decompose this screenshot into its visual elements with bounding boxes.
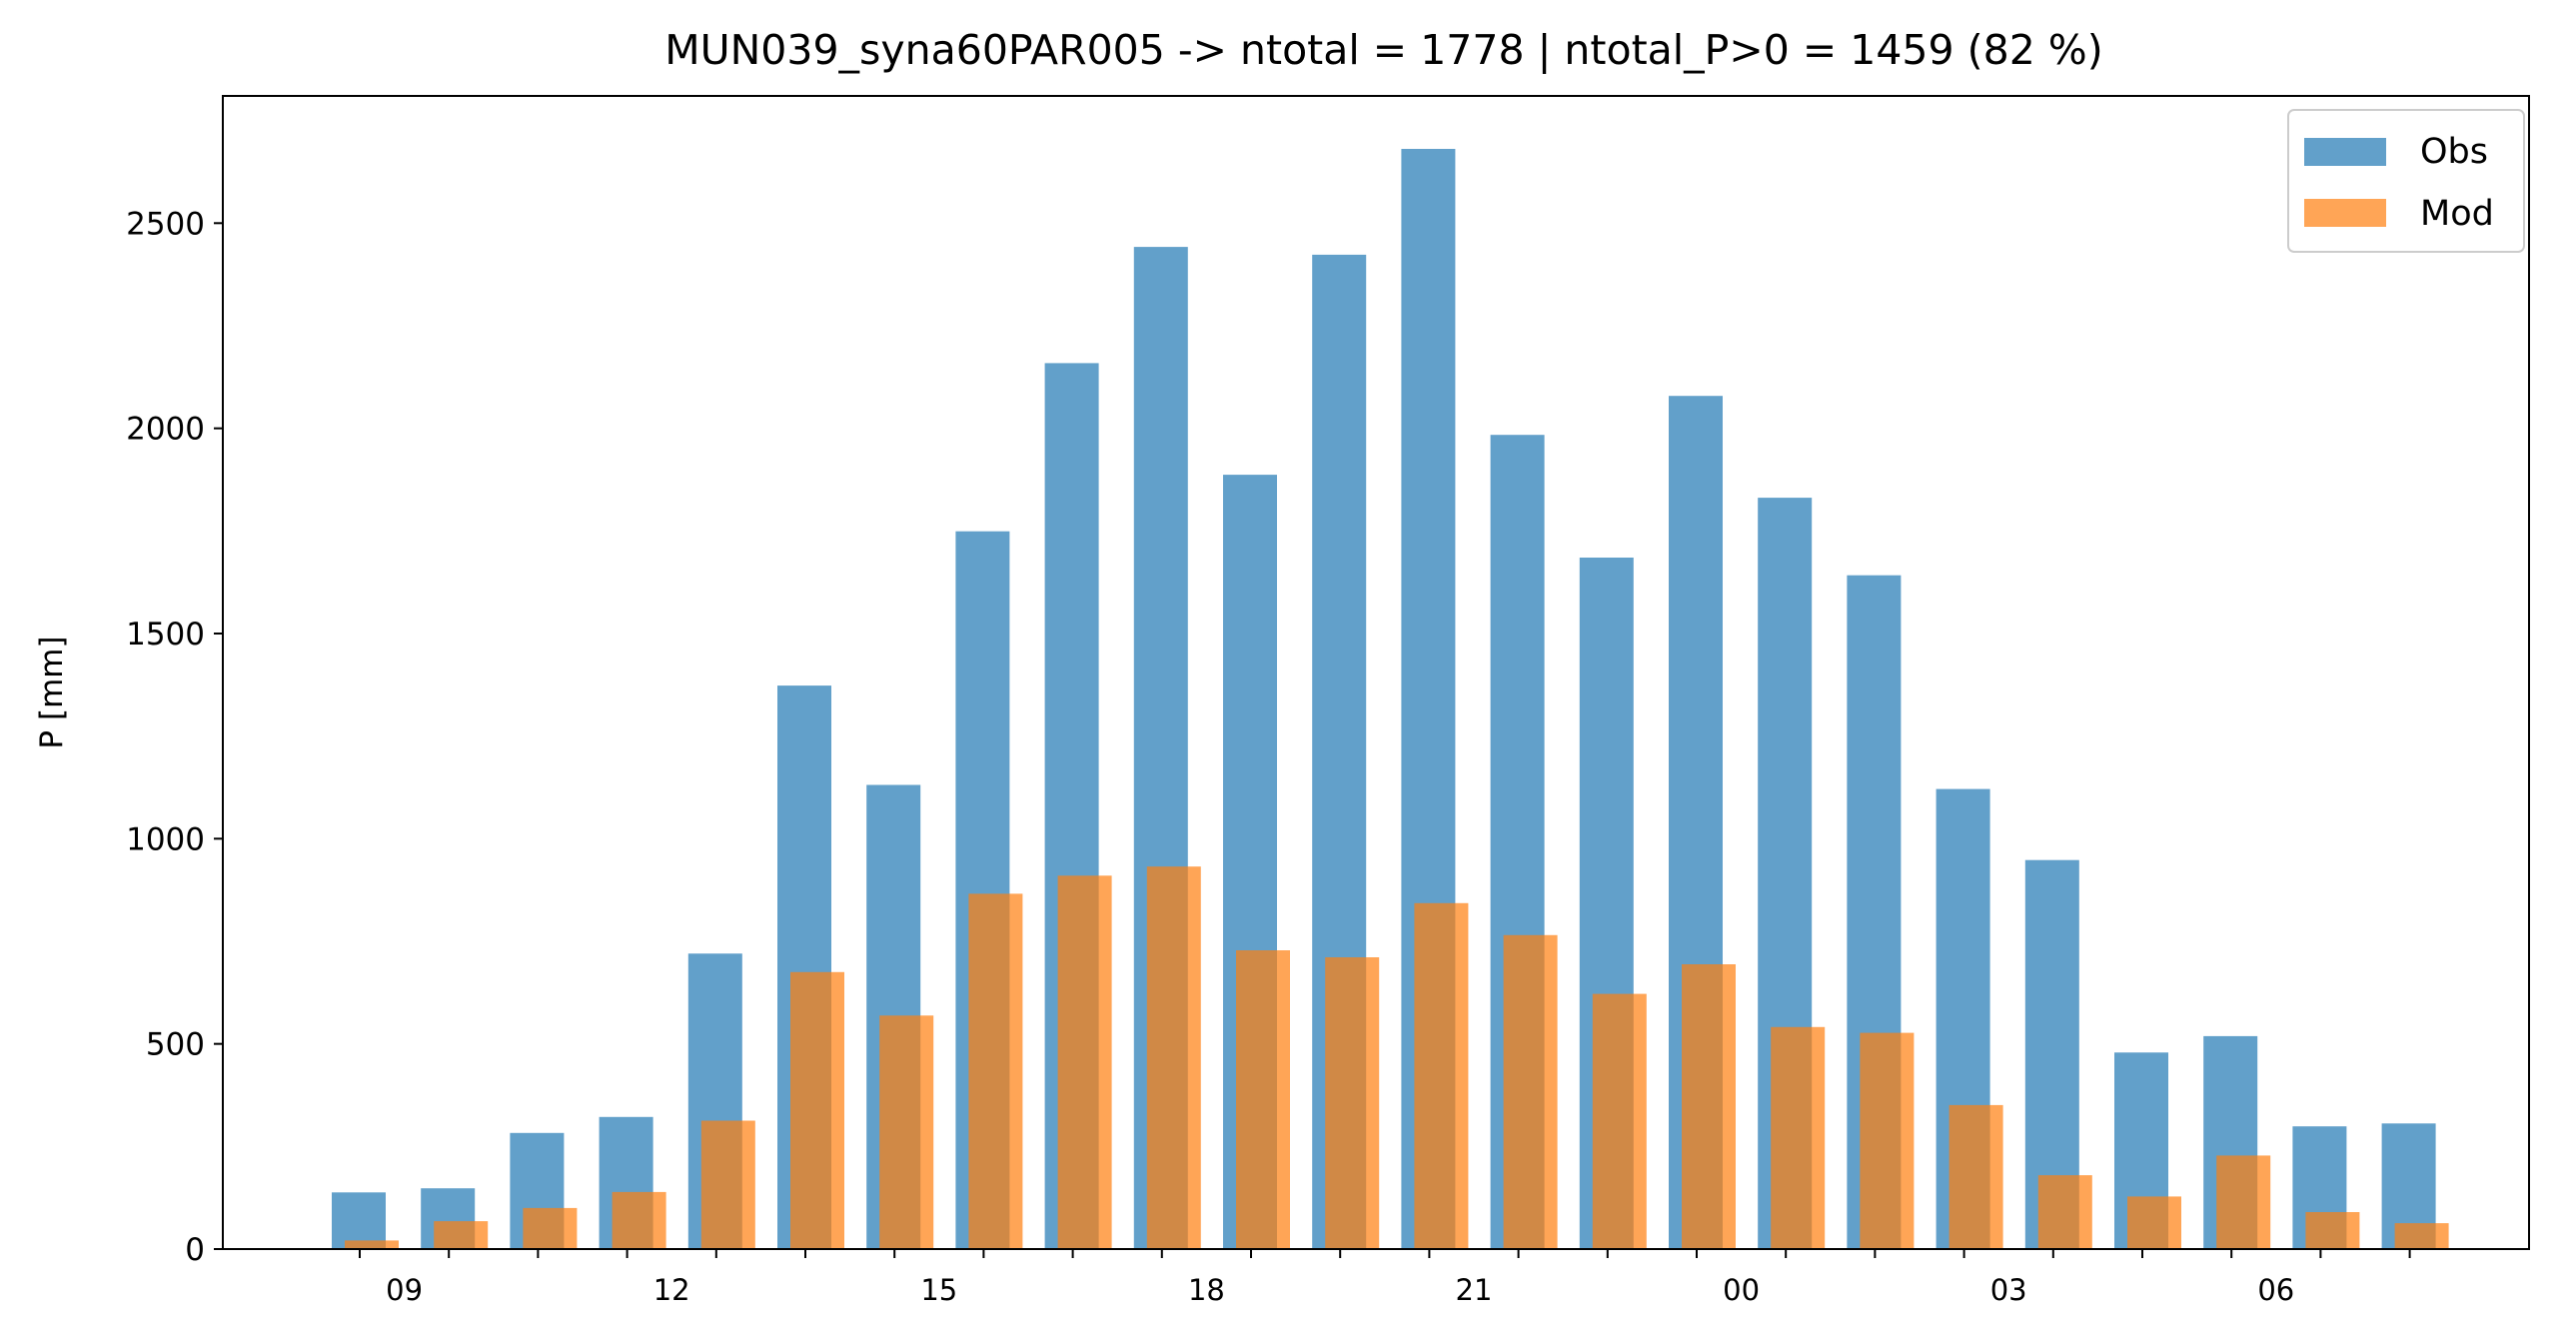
bar-mod-14 [879,1015,934,1249]
bar-mod-15 [968,893,1023,1249]
y-tick-label: 2000 [126,412,205,448]
bar-mod-13 [790,971,844,1249]
y-axis: 0 500 1000 1500 2000 2500 [126,206,223,1268]
bar-mod-03 [2037,1175,2092,1249]
x-tick-label: 03 [1990,1273,2027,1307]
bar-mod-05 [2216,1155,2271,1249]
y-tick-label: 0 [185,1232,205,1268]
y-tick-label: 1500 [126,617,205,653]
x-tick-label: 06 [2257,1273,2294,1307]
bar-mod-02 [1948,1104,2003,1249]
x-tick-label: 21 [1456,1273,1493,1307]
y-tick-label: 500 [146,1027,205,1063]
bar-mod-01 [1860,1032,1915,1249]
bar-mod-22 [1592,993,1647,1249]
bar-mod-11 [612,1191,666,1249]
y-tick-label: 1000 [126,821,205,857]
x-tick-label: 12 [653,1273,690,1307]
x-tick-label: 09 [386,1273,423,1307]
bar-mod-06 [2305,1212,2360,1249]
legend-mod-swatch [2304,199,2386,227]
y-tick-label: 2500 [126,206,205,242]
bar-mod-21 [1503,934,1558,1249]
bar-mod-18 [1236,950,1290,1249]
x-axis: 09 12 15 18 21 00 03 06 [359,1249,2411,1307]
x-tick-label: 15 [920,1273,957,1307]
bar-mod-08 [345,1240,399,1249]
bar-obs-08 [332,1192,386,1249]
bar-mod-20 [1414,902,1469,1249]
bar-mod-12 [700,1120,755,1249]
bar-mod-23 [1682,964,1736,1249]
legend-obs-swatch [2304,138,2386,166]
legend: Obs Mod [2287,109,2525,253]
y-axis-label: P [mm] [34,636,70,748]
x-tick-label: 18 [1188,1273,1225,1307]
bars-layer [332,149,2449,1250]
bar-mod-10 [523,1207,578,1249]
bar-mod-04 [2127,1196,2181,1249]
chart-title: MUN039_syna60PAR005 -> ntotal = 1778 | n… [664,26,2103,74]
bar-mod-00 [1771,1026,1826,1249]
bar-mod-16 [1057,875,1112,1249]
x-tick-label: 00 [1723,1273,1760,1307]
bar-mod-09 [434,1221,489,1249]
bar-mod-19 [1325,957,1380,1249]
legend-mod-label: Mod [2420,194,2494,234]
bar-mod-07 [2394,1223,2449,1249]
plot-frame [222,95,2530,1250]
legend-obs-label: Obs [2420,132,2488,172]
bar-mod-17 [1146,866,1201,1249]
